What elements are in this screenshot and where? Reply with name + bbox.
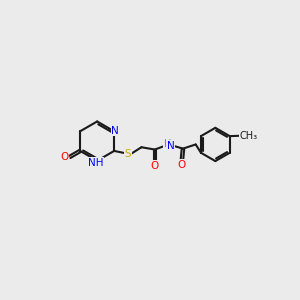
Text: O: O [177,160,185,170]
Text: O: O [61,152,69,162]
Text: H: H [164,139,171,148]
Text: N: N [111,126,119,136]
Text: N: N [167,141,175,151]
Text: NH: NH [88,158,104,168]
Text: S: S [124,149,131,159]
Text: CH₃: CH₃ [239,131,257,141]
Text: O: O [151,161,159,171]
